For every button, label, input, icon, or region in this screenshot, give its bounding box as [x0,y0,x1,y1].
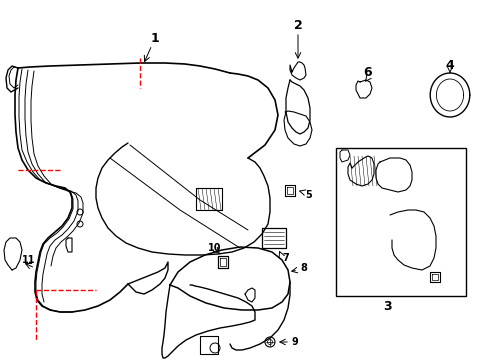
Text: 7: 7 [282,253,288,263]
Text: 8: 8 [299,263,306,273]
Text: 5: 5 [305,190,311,200]
Text: 1: 1 [150,32,159,45]
Text: 2: 2 [293,18,302,32]
Text: 10: 10 [208,243,221,253]
Text: 3: 3 [383,300,391,312]
Bar [335,148,465,296]
Text: 11: 11 [22,255,36,265]
Text: 6: 6 [363,66,371,78]
Text: 4: 4 [445,59,453,72]
Text: 9: 9 [291,337,298,347]
